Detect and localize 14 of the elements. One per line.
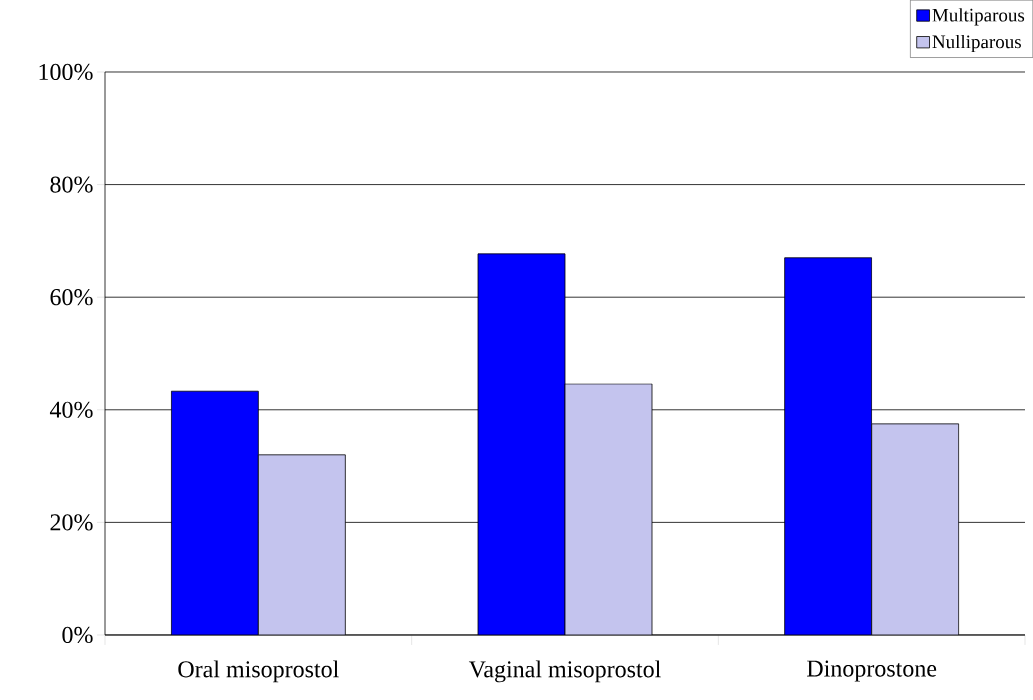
legend-label: Multiparous: [932, 8, 1025, 26]
x-tick-label: Oral misoprostol: [178, 660, 339, 683]
bar: [257, 454, 346, 635]
y-tick-label: 60%: [50, 289, 93, 306]
y-tick-label: 20%: [50, 514, 93, 531]
x-tick-label: Vaginal misoprostol: [468, 660, 661, 683]
bar: [564, 383, 653, 635]
x-tick-label: Dinoprostone: [807, 660, 937, 682]
y-tick-label: 100%: [39, 63, 93, 81]
y-tick-label: 80%: [50, 176, 93, 193]
y-tick-label: 0%: [62, 626, 93, 644]
legend-label: Nulliparous: [932, 34, 1021, 53]
bar: [871, 423, 960, 635]
y-tick-label: 40%: [49, 401, 93, 418]
